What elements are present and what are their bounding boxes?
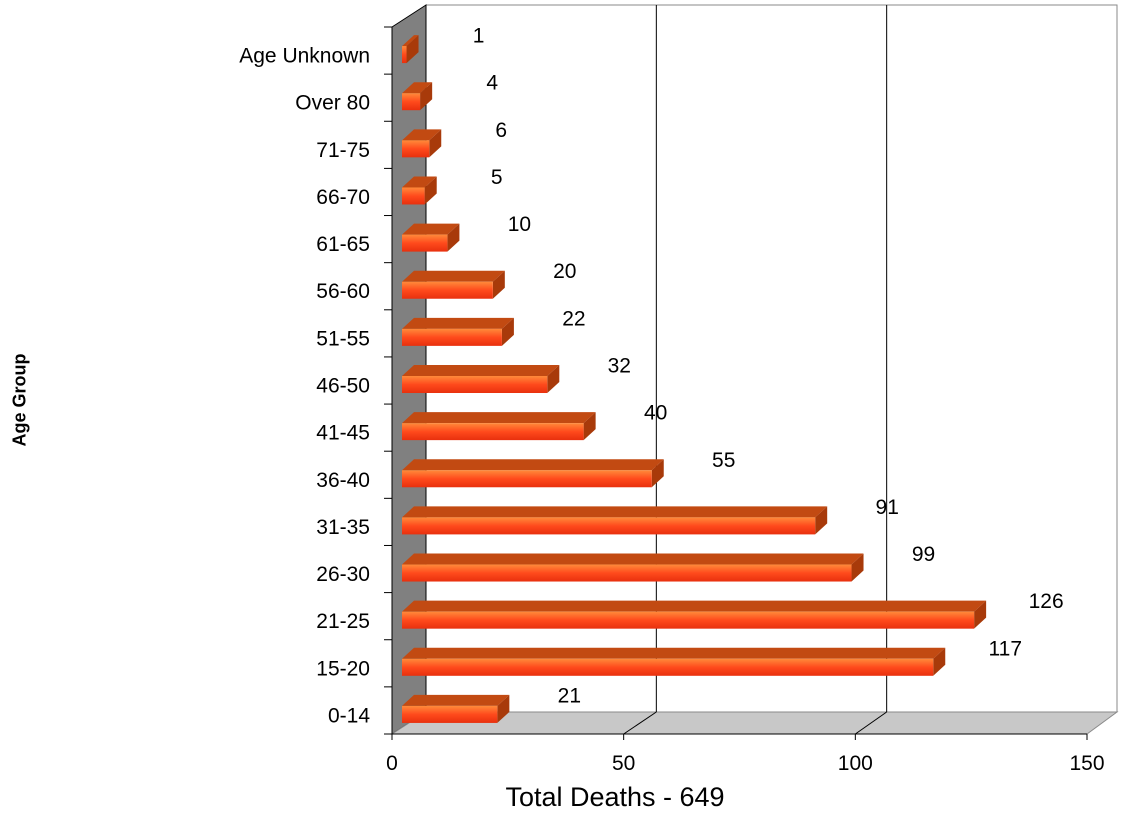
bar-side — [583, 412, 596, 441]
bar-top — [402, 647, 946, 659]
x-axis-title: Total Deaths - 649 — [505, 782, 725, 812]
bar — [402, 281, 493, 299]
data-label: 22 — [562, 307, 585, 330]
gridline-floor — [623, 711, 657, 735]
category-label: 26-30 — [316, 563, 370, 586]
bar — [402, 376, 548, 393]
data-label: 32 — [608, 355, 631, 378]
category-label: 21-25 — [316, 610, 370, 633]
bar-top — [402, 176, 437, 188]
bar-top — [402, 365, 560, 376]
category-label: 15-20 — [316, 657, 370, 680]
category-label: 0-14 — [328, 704, 370, 727]
bar — [402, 564, 852, 582]
bar-side — [501, 317, 514, 346]
bar-top — [402, 694, 510, 706]
bar — [402, 611, 975, 629]
bar — [402, 234, 448, 252]
bar-side — [933, 647, 946, 676]
bar — [402, 187, 425, 205]
bar-top — [402, 459, 664, 471]
x-tick-label: 100 — [838, 752, 873, 775]
back-wall — [425, 4, 1118, 713]
bar — [402, 93, 421, 111]
bar-top — [402, 82, 433, 94]
bar — [402, 423, 584, 441]
category-label: Over 80 — [295, 92, 370, 115]
category-label: 66-70 — [316, 186, 370, 209]
bar-side — [651, 459, 664, 488]
data-label: 21 — [558, 684, 581, 707]
bar — [402, 658, 934, 676]
bar-side — [424, 176, 437, 205]
data-label: 5 — [491, 166, 503, 189]
bar-top — [402, 506, 828, 518]
bar — [402, 705, 498, 723]
data-label: 6 — [495, 119, 507, 142]
bar-side — [420, 82, 433, 111]
bar-side — [851, 553, 864, 582]
bar — [402, 328, 502, 346]
category-label: 61-65 — [316, 233, 370, 256]
category-label: 71-75 — [316, 139, 370, 162]
bar — [402, 46, 407, 64]
data-label: 91 — [876, 496, 899, 519]
x-tick-label: 0 — [386, 752, 398, 775]
category-label: 51-55 — [316, 327, 370, 350]
bar-top — [402, 35, 419, 47]
data-label: 40 — [644, 402, 667, 425]
data-label: 117 — [989, 637, 1022, 660]
data-label: 10 — [508, 213, 531, 236]
category-label: 56-60 — [316, 280, 370, 303]
bar-top — [402, 129, 442, 141]
bar-side — [492, 270, 505, 299]
x-tick-label: 50 — [612, 752, 635, 775]
bar — [402, 517, 816, 535]
category-label: 31-35 — [316, 516, 370, 539]
bar-top — [402, 270, 505, 282]
bars — [402, 35, 987, 723]
data-labels: 21 117 126 99 91 55 40 32 22 20 10 5 6 4 1 — [473, 25, 1064, 708]
data-label: 99 — [912, 543, 935, 566]
bar-top — [402, 553, 864, 565]
x-tick-labels: 0 50 100 150 — [386, 752, 1104, 775]
bar-top — [402, 317, 514, 329]
data-label: 1 — [473, 25, 485, 48]
x-tick-label: 150 — [1069, 752, 1104, 775]
bar-side — [429, 129, 442, 158]
bar-side — [406, 35, 419, 64]
bar — [402, 470, 652, 488]
bar-side — [447, 223, 460, 252]
data-label: 126 — [1029, 590, 1064, 613]
bar-side — [815, 506, 828, 535]
bar-top — [402, 600, 987, 612]
bar-side — [497, 694, 510, 723]
gridline-floor — [855, 711, 887, 735]
gridlines — [391, 5, 1088, 740]
data-label: 4 — [486, 72, 498, 95]
category-label: Age Unknown — [239, 45, 370, 68]
bar-top — [402, 223, 460, 235]
bar-side — [974, 600, 987, 629]
data-label: 55 — [712, 449, 735, 472]
data-label: 20 — [553, 260, 576, 283]
category-labels: 0-14 15-20 21-25 26-30 31-35 36-40 41-45 46-50 5… — [239, 26, 392, 735]
bar-side — [547, 365, 560, 393]
category-label: 41-45 — [316, 422, 370, 445]
bar — [402, 140, 430, 158]
category-label: 36-40 — [316, 469, 370, 492]
bar-top — [402, 412, 596, 424]
category-label: 46-50 — [316, 375, 370, 398]
